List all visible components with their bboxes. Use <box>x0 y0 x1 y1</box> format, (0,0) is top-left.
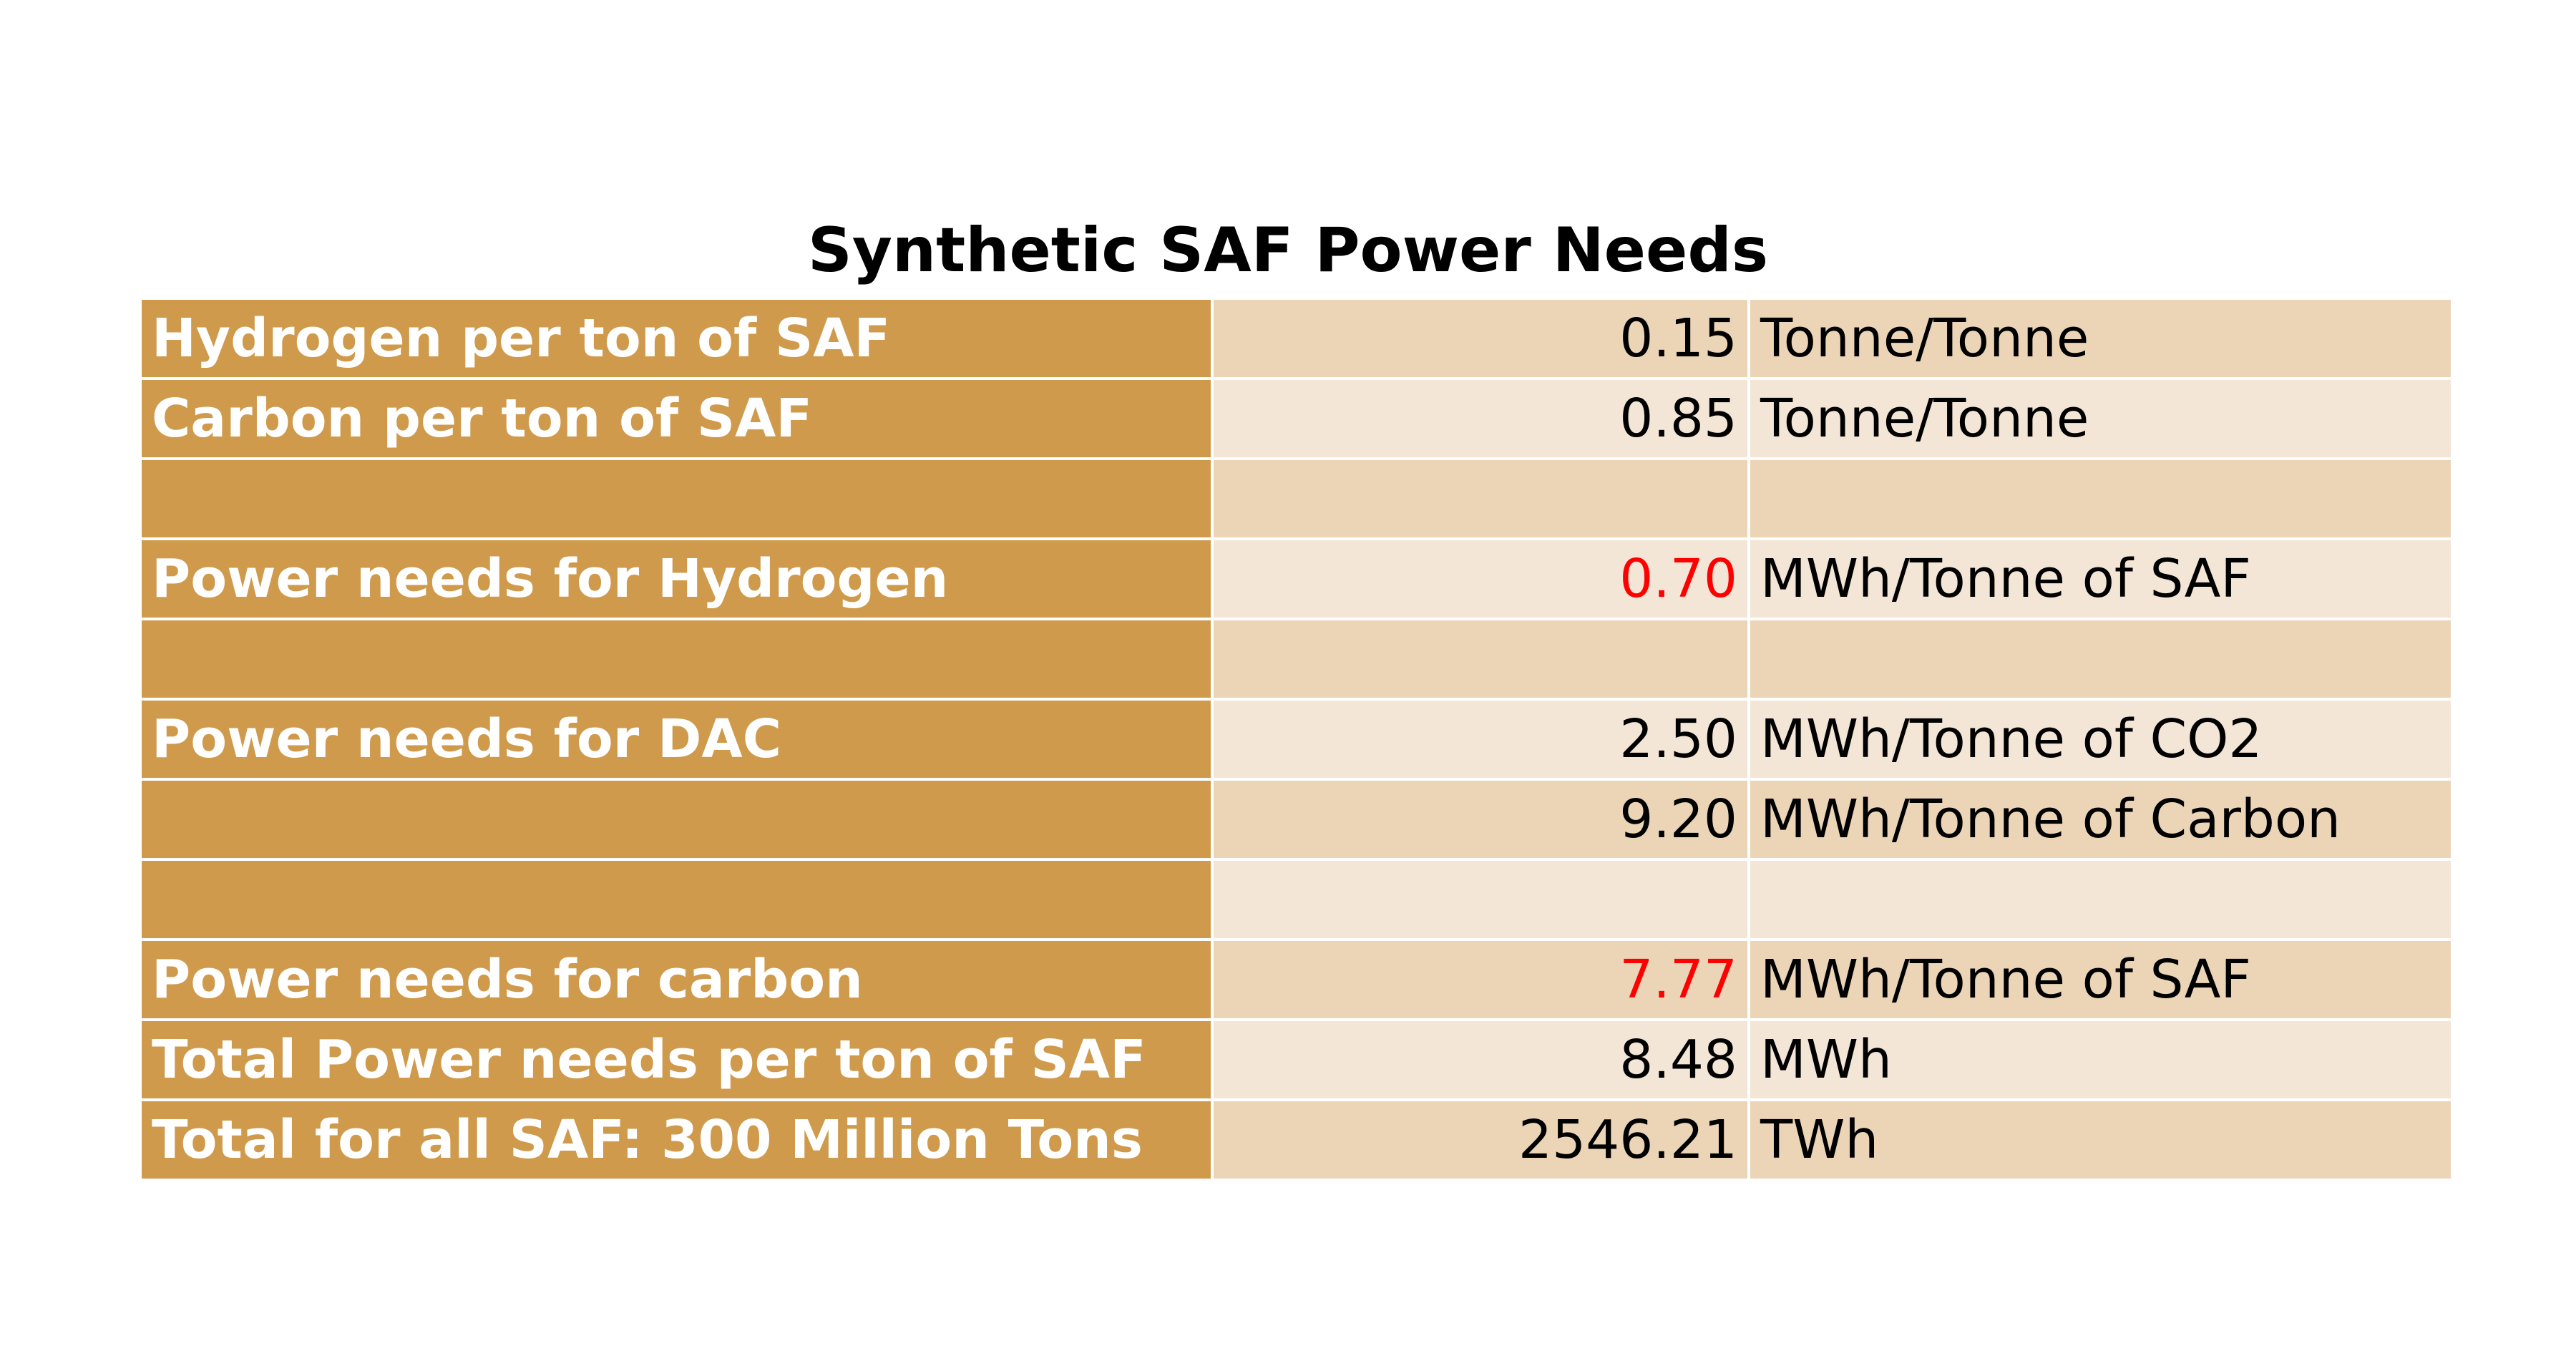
row-label: Total for all SAF: 300 Million Tons <box>139 1098 1214 1181</box>
row-label <box>139 858 1214 941</box>
table-row: Total Power needs per ton of SAF 8.48 MWh <box>139 1018 2454 1101</box>
row-unit: Tonne/Tonne <box>1747 377 2454 460</box>
row-label: Carbon per ton of SAF <box>139 377 1214 460</box>
row-value: 9.20 <box>1211 778 1750 861</box>
row-value: 2.50 <box>1211 698 1750 781</box>
row-value: 8.48 <box>1211 1018 1750 1101</box>
row-value: 0.70 <box>1211 537 1750 620</box>
table-row: Power needs for carbon 7.77 MWh/Tonne of S… <box>139 938 2454 1021</box>
row-value: 0.85 <box>1211 377 1750 460</box>
row-label: Power needs for DAC <box>139 698 1214 781</box>
row-label <box>139 618 1214 701</box>
table-row: Power needs for DAC 2.50 MWh/Tonne of CO2 <box>139 698 2454 781</box>
row-unit <box>1747 618 2454 701</box>
row-unit: MWh/Tonne of Carbon <box>1747 778 2454 861</box>
row-unit: MWh <box>1747 1018 2454 1101</box>
row-label: Power needs for Hydrogen <box>139 537 1214 620</box>
table-row <box>139 457 2454 540</box>
row-unit: Tonne/Tonne <box>1747 297 2454 380</box>
table-row <box>139 618 2454 701</box>
row-unit: MWh/Tonne of CO2 <box>1747 698 2454 781</box>
table-row: Total for all SAF: 300 Million Tons 2546.… <box>139 1098 2454 1181</box>
table-row <box>139 858 2454 941</box>
row-value: 0.15 <box>1211 297 1750 380</box>
row-unit <box>1747 858 2454 941</box>
table-row: Carbon per ton of SAF 0.85 Tonne/Tonne <box>139 377 2454 460</box>
row-value <box>1211 618 1750 701</box>
table-row: 9.20 MWh/Tonne of Carbon <box>139 778 2454 861</box>
row-label <box>139 457 1214 540</box>
table-row: Hydrogen per ton of SAF 0.15 Tonne/Tonne <box>139 297 2454 380</box>
row-label: Hydrogen per ton of SAF <box>139 297 1214 380</box>
row-value <box>1211 858 1750 941</box>
row-value <box>1211 457 1750 540</box>
row-unit: MWh/Tonne of SAF <box>1747 938 2454 1021</box>
row-value: 7.77 <box>1211 938 1750 1021</box>
title: Synthetic SAF Power Needs <box>807 215 1769 286</box>
row-value: 2546.21 <box>1211 1098 1750 1181</box>
table-row: Power needs for Hydrogen 0.70 MWh/Tonne of… <box>139 537 2454 620</box>
row-unit: MWh/Tonne of SAF <box>1747 537 2454 620</box>
row-label: Power needs for carbon <box>139 938 1214 1021</box>
table-body: Hydrogen per ton of SAF 0.15 Tonne/Tonne Ca… <box>139 297 2454 1181</box>
table: Hydrogen per ton of SAF 0.15 Tonne/Tonne Ca… <box>139 297 2454 1181</box>
row-unit <box>1747 457 2454 540</box>
row-unit: TWh <box>1747 1098 2454 1181</box>
row-label <box>139 778 1214 861</box>
row-label: Total Power needs per ton of SAF <box>139 1018 1214 1101</box>
